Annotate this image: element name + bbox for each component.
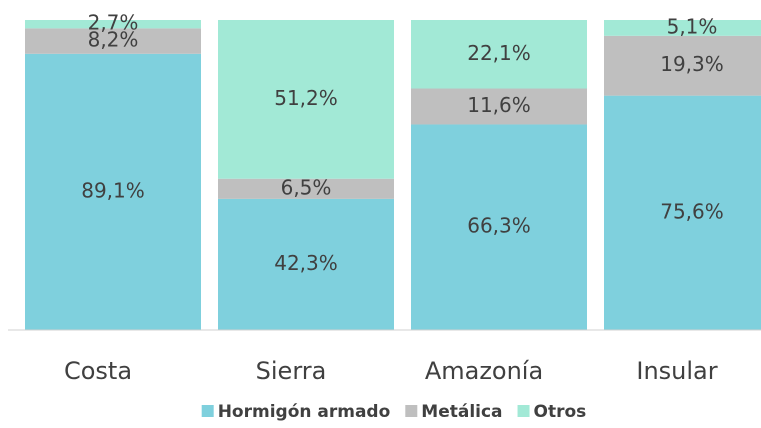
bar-segment — [604, 35, 761, 96]
x-tick-label: Amazonía — [425, 357, 543, 385]
bar-segment — [411, 88, 587, 125]
bar-segment — [218, 178, 394, 199]
legend-swatch — [201, 405, 214, 417]
value-label: 75,6% — [660, 199, 724, 223]
bar-segment — [25, 20, 201, 29]
bar-segment — [411, 20, 587, 89]
value-label: 8,2% — [88, 28, 139, 52]
value-label: 11,6% — [467, 93, 531, 117]
bar-segment — [25, 28, 201, 54]
value-label: 66,3% — [467, 214, 531, 238]
legend-label: Otros — [534, 402, 587, 422]
legend-swatch — [405, 405, 418, 417]
value-label: 51,2% — [274, 86, 338, 110]
bar-segment — [218, 198, 394, 330]
x-tick-label: Costa — [64, 357, 132, 385]
value-label: 19,3% — [660, 52, 724, 76]
value-label: 22,1% — [467, 41, 531, 65]
bar-segment — [604, 95, 761, 330]
value-label: 6,5% — [281, 175, 332, 199]
value-label: 89,1% — [81, 178, 145, 202]
bar-segment — [218, 20, 394, 179]
x-tick-label: Sierra — [256, 357, 327, 385]
legend-swatch — [517, 405, 530, 417]
value-label: 42,3% — [274, 251, 338, 275]
legend-label: Metálica — [421, 402, 502, 422]
legend-label: Hormigón armado — [218, 402, 391, 422]
value-label: 2,7% — [88, 11, 139, 35]
bar-segment — [411, 124, 587, 330]
bar-segment — [604, 20, 761, 36]
x-tick-label: Insular — [636, 357, 717, 385]
value-label: 5,1% — [667, 14, 718, 38]
bar-segment — [25, 53, 201, 330]
